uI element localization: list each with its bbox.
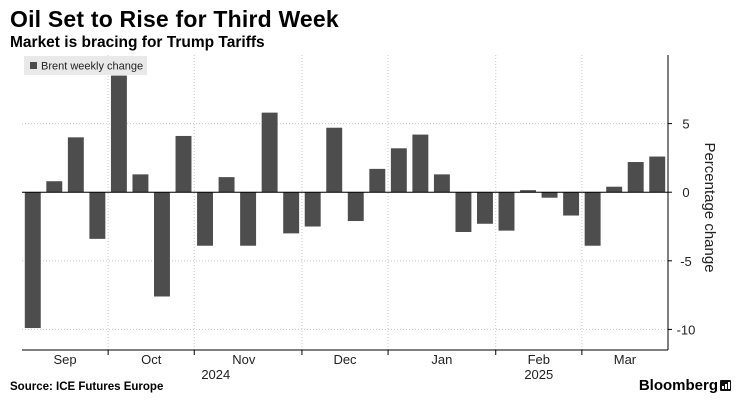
- bar: [563, 192, 580, 216]
- bar: [455, 192, 472, 232]
- bar: [89, 192, 106, 239]
- bar: [304, 192, 321, 227]
- bar: [283, 192, 300, 234]
- bloomberg-badge-icon: [720, 380, 731, 391]
- x-tick-label: Oct: [141, 352, 162, 367]
- bar: [110, 75, 127, 193]
- bar: [476, 192, 493, 224]
- bar: [46, 181, 63, 193]
- bar: [347, 192, 364, 222]
- bar: [390, 148, 407, 193]
- x-tick-label: Feb: [528, 352, 550, 367]
- bar: [584, 192, 601, 246]
- bar: [649, 156, 666, 193]
- legend-swatch: [30, 62, 37, 69]
- bar: [240, 192, 257, 246]
- bar: [627, 162, 644, 193]
- y-tick-label: -10: [677, 322, 696, 337]
- chart-subtitle: Market is bracing for Trump Tariffs: [10, 34, 265, 51]
- year-label: 2024: [201, 367, 230, 382]
- y-tick-label: 0: [682, 185, 689, 200]
- y-tick-label: 5: [682, 117, 689, 132]
- x-tick-label: Nov: [232, 352, 256, 367]
- bar: [218, 177, 235, 193]
- bar: [326, 127, 343, 193]
- bar: [132, 174, 149, 193]
- x-tick-label: Jan: [431, 352, 452, 367]
- x-tick-label: Mar: [614, 352, 637, 367]
- bar: [412, 134, 429, 193]
- y-axis-label: Percentage change: [701, 142, 718, 272]
- bar: [24, 192, 41, 329]
- bar: [606, 186, 623, 193]
- bloomberg-logo: Bloomberg: [638, 377, 718, 394]
- bar: [520, 190, 537, 193]
- bar: [498, 192, 515, 231]
- bar: [197, 192, 214, 246]
- bar: [433, 174, 450, 193]
- legend-label: Brent weekly change: [41, 61, 143, 73]
- y-tick-label: -5: [680, 254, 692, 269]
- bar: [261, 112, 278, 193]
- x-tick-label: Dec: [333, 352, 357, 367]
- bar: [67, 137, 84, 193]
- source-note: Source: ICE Futures Europe: [10, 381, 164, 393]
- bar: [369, 168, 386, 193]
- x-tick-label: Sep: [53, 352, 76, 367]
- bar: [175, 135, 192, 193]
- chart-title: Oil Set to Rise for Third Week: [10, 6, 339, 32]
- legend-box: [24, 56, 147, 75]
- year-label: 2025: [524, 367, 553, 382]
- bar: [153, 192, 170, 297]
- bar: [541, 192, 558, 198]
